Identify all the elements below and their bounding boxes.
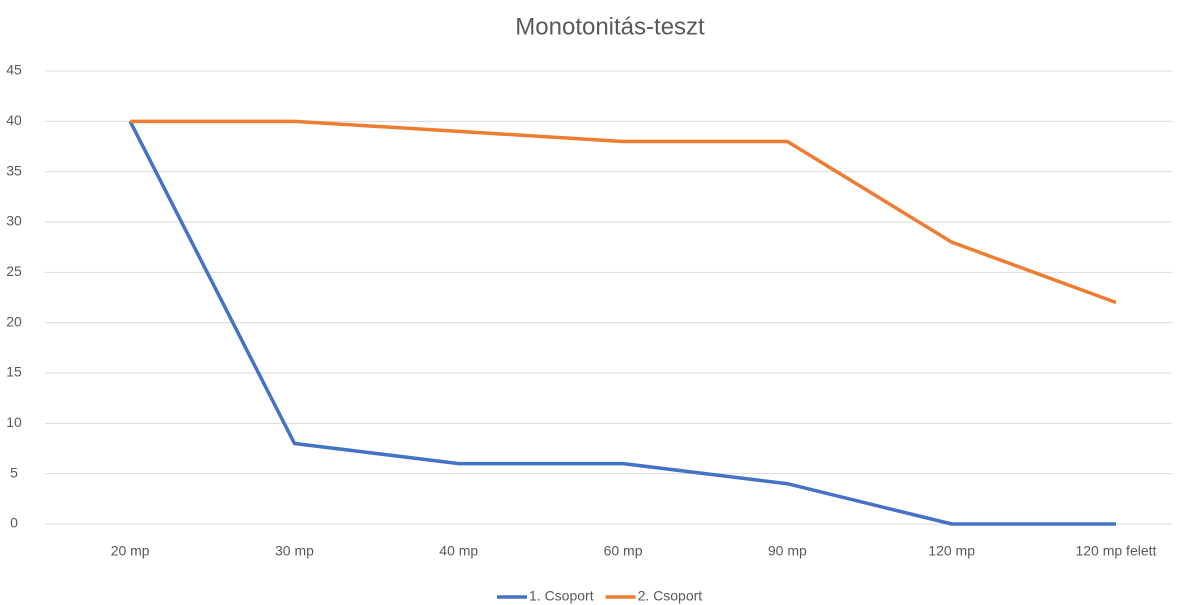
y-tick-label: 15 (6, 364, 22, 380)
x-tick-label: 40 mp (439, 543, 478, 559)
y-tick-label: 40 (6, 112, 22, 128)
chart-title: Monotonitás-teszt (515, 13, 705, 40)
y-tick-label: 20 (6, 313, 22, 329)
legend-label: 1. Csoport (529, 588, 594, 604)
y-tick-label: 30 (6, 213, 22, 229)
x-tick-label: 90 mp (768, 543, 807, 559)
x-tick-label: 120 mp (928, 543, 975, 559)
series-line (128, 120, 1116, 526)
x-tick-label: 30 mp (275, 543, 314, 559)
y-tick-label: 35 (6, 162, 22, 178)
y-tick-label: 0 (10, 515, 18, 531)
y-tick-label: 5 (10, 464, 18, 480)
y-tick-label: 45 (6, 62, 22, 78)
series-line (130, 119, 1117, 305)
y-tick-label: 25 (6, 263, 22, 279)
legend-label: 2. Csoport (638, 588, 703, 604)
y-tick-label: 10 (6, 414, 22, 430)
x-tick-label: 120 mp felett (1075, 543, 1156, 559)
x-tick-label: 20 mp (111, 543, 150, 559)
x-tick-label: 60 mp (604, 543, 643, 559)
